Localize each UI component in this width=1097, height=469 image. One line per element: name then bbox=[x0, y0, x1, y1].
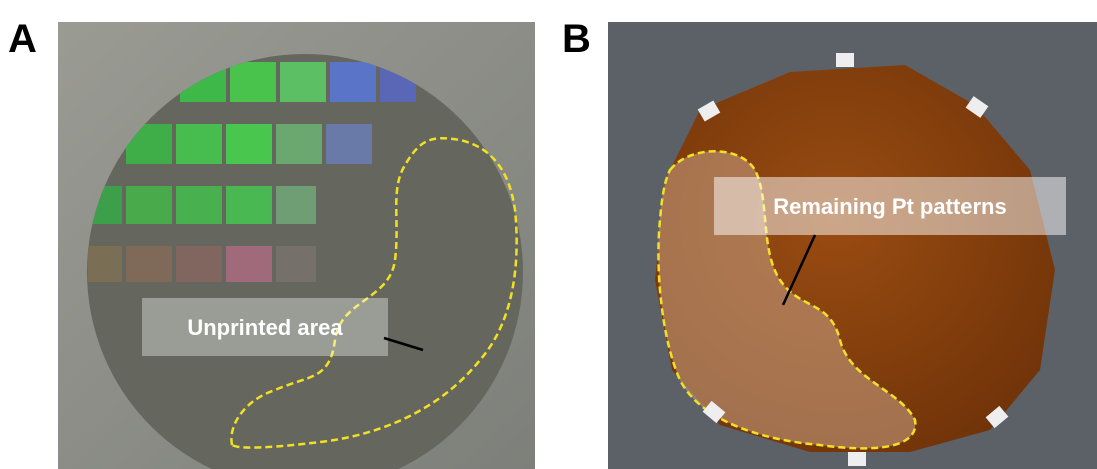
annotation: Remaining Pt patterns bbox=[773, 194, 1006, 219]
photo-a: Unprinted area bbox=[58, 22, 535, 469]
figure: A B Unprinted are bbox=[0, 0, 1097, 469]
annotation: Unprinted area bbox=[187, 315, 343, 340]
photo-b: Remaining Pt patterns bbox=[608, 22, 1097, 469]
panel-label: A bbox=[8, 17, 37, 61]
clip bbox=[836, 53, 854, 67]
panel-label: B bbox=[562, 17, 591, 61]
clip bbox=[848, 452, 866, 466]
page: A B Unprinted are bbox=[0, 0, 1097, 469]
